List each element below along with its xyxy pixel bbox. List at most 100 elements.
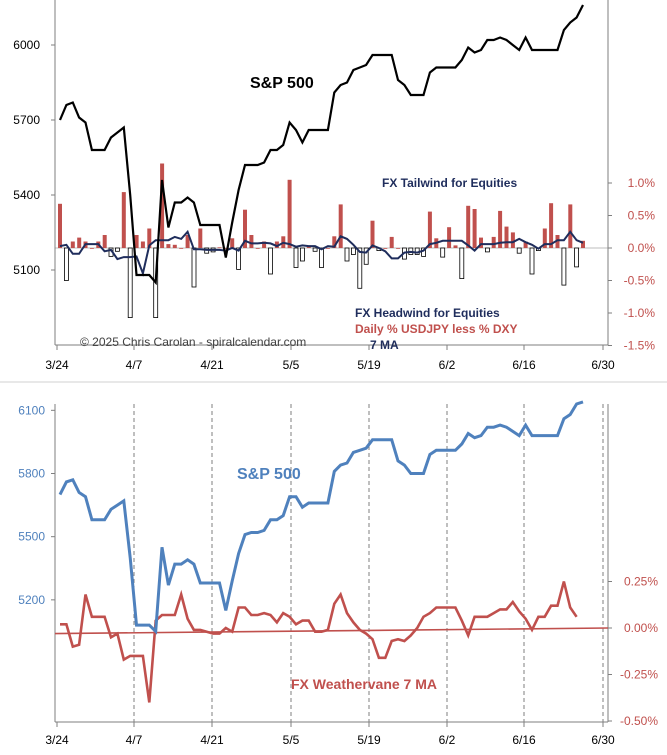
bottom-trend-line	[54, 627, 609, 635]
bottom-sp500-line	[58, 400, 584, 635]
top-daily-bar	[299, 247, 305, 262]
top-daily-bar	[179, 248, 184, 249]
bottom-x-tick-label: 5/19	[357, 733, 381, 747]
bottom-left-tick-labels: 5200 5500 5800 6100	[18, 403, 55, 607]
weathervane-label: FX Weathervane 7 MA	[291, 676, 437, 692]
top-x-tick-label: 6/16	[512, 358, 536, 372]
top-daily-bar	[447, 227, 452, 248]
top-daily-bar	[459, 247, 465, 280]
headwind-label: FX Headwind for Equities	[355, 306, 500, 320]
top-daily-bar	[383, 248, 388, 249]
top-daily-bar	[64, 247, 69, 281]
bottom-left-tick-label: 5800	[18, 466, 45, 480]
top-daily-bar	[160, 163, 165, 248]
bottom-right-tick-label: -0.25%	[620, 668, 658, 682]
daily-label: Daily % USDJPY less % DXY	[355, 322, 518, 336]
tailwind-label: FX Tailwind for Equities	[382, 176, 517, 190]
bottom-x-tick-label: 5/5	[283, 733, 300, 747]
top-daily-bar	[102, 235, 107, 248]
top-daily-bar	[115, 247, 120, 252]
top-x-tick-label: 6/2	[439, 358, 456, 372]
top-daily-bar	[236, 247, 242, 270]
top-daily-bar	[312, 247, 318, 252]
top-daily-bar	[249, 235, 254, 248]
top-daily-bar	[555, 235, 560, 248]
bottom-sp-label: S&P 500	[237, 466, 301, 483]
bottom-right-tick-label: 0.00%	[624, 621, 658, 635]
top-x-tick-label: 5/19	[357, 358, 381, 372]
top-daily-bar	[89, 248, 94, 249]
top-daily-bar	[363, 247, 369, 265]
ma-label: 7 MA	[370, 338, 399, 352]
top-daily-bar	[574, 247, 579, 268]
top-right-tick-label: 1.0%	[628, 176, 656, 190]
bottom-x-tick-label: 6/2	[439, 733, 456, 747]
top-daily-bar	[568, 204, 573, 248]
top-daily-bar	[70, 241, 75, 248]
top-right-tick-label: -1.0%	[624, 306, 656, 320]
top-sp-label: S&P 500	[250, 75, 314, 92]
top-daily-bar	[549, 203, 554, 248]
top-daily-bar	[504, 226, 509, 248]
bottom-x-tick-label: 4/7	[126, 733, 143, 747]
bottom-left-tick-label: 5500	[18, 530, 45, 544]
top-daily-bar	[134, 235, 139, 248]
top-daily-bar	[255, 248, 260, 249]
top-daily-bar	[287, 179, 292, 249]
top-daily-bar	[561, 247, 567, 286]
top-daily-bar	[140, 241, 145, 248]
top-daily-bar	[319, 247, 324, 268]
top-daily-bar	[516, 247, 522, 254]
top-x-tick-label: 3/24	[45, 358, 69, 372]
bottom-left-tick-label: 6100	[18, 403, 45, 417]
top-right-tick-labels: 1.0% 0.5% 0.0% -0.5% -1.0% -1.5%	[608, 176, 655, 353]
top-daily-bar	[396, 248, 401, 249]
top-daily-bar	[529, 247, 535, 275]
top-daily-bar	[274, 241, 279, 248]
top-7ma-line	[59, 229, 584, 277]
top-left-tick-labels: 5100 5400 5700 6000	[13, 38, 55, 277]
top-daily-bar	[472, 209, 477, 248]
top-left-tick-label: 5700	[13, 113, 40, 127]
top-daily-bar	[357, 247, 363, 289]
bottom-right-tick-label: 0.25%	[624, 575, 658, 589]
top-x-tick-label: 4/7	[126, 358, 143, 372]
bottom-right-tick-label: -0.50%	[620, 714, 658, 728]
top-left-tick-label: 6000	[13, 38, 40, 52]
top-daily-bar	[121, 192, 126, 248]
copyright-text: © 2025 Chris Carolan - spiralcalendar.co…	[80, 335, 306, 349]
top-x-tick-label: 5/5	[283, 358, 300, 372]
bottom-x-tick-label: 6/30	[591, 733, 615, 747]
top-daily-bar	[498, 210, 503, 248]
top-daily-bar	[325, 248, 330, 249]
top-x-tick-labels: 3/24 4/7 4/21 5/5 5/19 6/2 6/16 6/30	[45, 247, 615, 372]
top-daily-bar	[127, 247, 133, 318]
top-daily-bar	[581, 240, 585, 248]
bottom-vertical-grid	[133, 404, 604, 722]
top-daily-bar	[427, 211, 432, 248]
top-right-tick-label: -0.5%	[624, 274, 656, 288]
bottom-left-tick-label: 5200	[18, 593, 45, 607]
bottom-x-tick-label: 4/21	[200, 733, 224, 747]
top-right-tick-label: 0.0%	[628, 241, 656, 255]
top-daily-bar	[370, 220, 375, 248]
top-daily-bar	[479, 237, 483, 248]
top-daily-bar	[268, 247, 273, 275]
top-daily-bar	[77, 237, 82, 248]
top-daily-bar	[440, 247, 446, 258]
top-daily-bar	[510, 232, 515, 248]
top-daily-bar	[293, 247, 299, 268]
top-daily-bar	[466, 205, 471, 249]
top-daily-bar	[191, 247, 197, 288]
top-sp500-line	[58, 4, 584, 286]
top-daily-bar	[262, 241, 267, 248]
top-left-tick-label: 5400	[13, 188, 40, 202]
top-daily-bar	[198, 228, 203, 248]
top-daily-bar	[453, 245, 458, 248]
top-daily-bar	[172, 244, 177, 249]
top-daily-bar	[332, 236, 337, 248]
bottom-x-tick-labels: 3/24 4/7 4/21 5/5 5/19 6/2 6/16 6/30	[45, 722, 615, 747]
top-daily-bar	[338, 204, 343, 248]
